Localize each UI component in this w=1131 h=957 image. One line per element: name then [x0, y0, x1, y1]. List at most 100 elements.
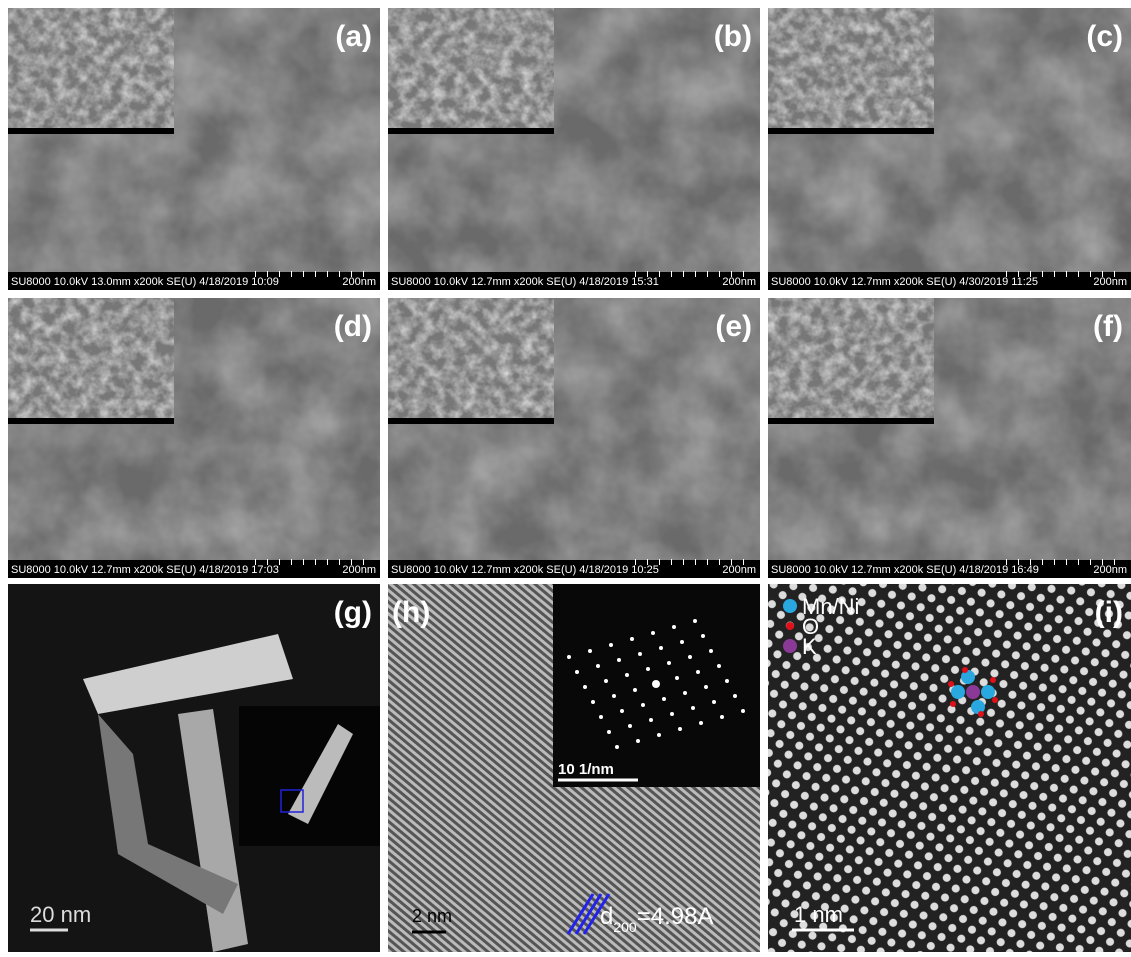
panel-label: (e) [715, 310, 752, 343]
inset-bar [768, 128, 934, 134]
fft-spot [630, 637, 634, 641]
fft-spot [638, 652, 642, 656]
fft-spot [646, 667, 650, 671]
o-atom [950, 701, 956, 707]
fft-spot [709, 649, 713, 653]
d-part: 200 [613, 919, 637, 935]
scale-text: 200nm [342, 564, 376, 576]
fft-spot [636, 739, 640, 743]
fft-spot [617, 658, 621, 662]
info-text: SU8000 10.0kV 12.7mm x200k SE(U) 4/18/20… [11, 564, 279, 576]
fft-spot [741, 709, 745, 713]
inset-bar [388, 418, 554, 424]
scale-text: 2 nm [412, 906, 452, 926]
scale-text: 200nm [722, 564, 756, 576]
fft-spot [633, 688, 637, 692]
fft-spot [688, 655, 692, 659]
fft-spot [691, 706, 695, 710]
fft-spot [704, 685, 708, 689]
fft-spot [652, 680, 660, 688]
fft-spot [625, 673, 629, 677]
o-atom [978, 711, 984, 717]
fft-spot [678, 727, 682, 731]
o-atom [992, 697, 998, 703]
panel-label: (b) [714, 20, 752, 53]
fft-spot [583, 685, 587, 689]
fft-spot [733, 694, 737, 698]
fft-spot [667, 661, 671, 665]
fft-spot [701, 634, 705, 638]
fft-spot [662, 697, 666, 701]
figure: SU8000 10.0kV 13.0mm x200k SE(U) 4/18/20… [0, 0, 1131, 952]
fft-spot [609, 643, 613, 647]
fft-spot [672, 625, 676, 629]
info-text: SU8000 10.0kV 12.7mm x200k SE(U) 4/18/20… [771, 564, 1039, 576]
d-part: =4.98A [637, 903, 714, 930]
fft-spot [657, 733, 661, 737]
legend-marker [783, 599, 797, 613]
inset-texture [388, 298, 554, 424]
panel-label: (h) [392, 596, 430, 629]
scale-text: 200nm [722, 276, 756, 288]
inset-texture [8, 8, 174, 134]
inset-bar [8, 418, 174, 424]
fft-spot [699, 721, 703, 725]
fft-spot [612, 694, 616, 698]
inset-bar [388, 128, 554, 134]
panel-label: (a) [335, 20, 372, 53]
fft-spot [604, 679, 608, 683]
scale-text: 200nm [342, 276, 376, 288]
fft-spot [567, 655, 571, 659]
fft-spot [670, 712, 674, 716]
panel-label: (d) [334, 310, 372, 343]
fft-spot [591, 700, 595, 704]
fft-spot [720, 715, 724, 719]
inset-texture [768, 298, 934, 424]
fft-spot [675, 676, 679, 680]
info-text: SU8000 10.0kV 12.7mm x200k SE(U) 4/30/20… [771, 276, 1038, 288]
fft-spot [599, 715, 603, 719]
o-atom [990, 677, 996, 683]
mn-atom [981, 685, 995, 699]
fft-spot [588, 649, 592, 653]
fft-spot [651, 631, 655, 635]
fft-spot [696, 670, 700, 674]
fft-spot [717, 664, 721, 668]
fft-scale-text: 10 1/nm [558, 761, 614, 778]
fft-spot [575, 670, 579, 674]
panel-label: (c) [1086, 20, 1123, 53]
panel-label: (g) [334, 596, 372, 629]
inset-bar [768, 418, 934, 424]
info-text: SU8000 10.0kV 12.7mm x200k SE(U) 4/18/20… [391, 564, 659, 576]
fft-spot [596, 664, 600, 668]
fft-spot [615, 745, 619, 749]
fft-spot [680, 640, 684, 644]
haadf-image [768, 584, 1131, 952]
fft-spot [712, 700, 716, 704]
scale-text: 200nm [1093, 564, 1127, 576]
scale-text: 200nm [1093, 276, 1127, 288]
scale-text: 20 nm [30, 902, 91, 927]
d-part: d [600, 903, 613, 930]
mn-atom [951, 685, 965, 699]
fft-spot [628, 724, 632, 728]
inset-texture [768, 8, 934, 134]
k-atom [966, 685, 980, 699]
info-text: SU8000 10.0kV 13.0mm x200k SE(U) 4/18/20… [11, 276, 279, 288]
fft-spot [693, 619, 697, 623]
fft-spot [649, 718, 653, 722]
o-atom [962, 667, 968, 673]
panel-label: (i) [1095, 596, 1123, 629]
inset-texture [388, 8, 554, 134]
panel-label: (f) [1093, 310, 1123, 343]
fft-spot [725, 679, 729, 683]
fft-spot [620, 709, 624, 713]
fft-spot [683, 691, 687, 695]
legend-text: K [802, 634, 817, 659]
legend-marker [783, 639, 797, 653]
scale-text: 1 nm [794, 902, 843, 927]
o-atom [948, 681, 954, 687]
fft-spot [659, 646, 663, 650]
inset-texture [8, 298, 174, 424]
fft-spot [607, 730, 611, 734]
